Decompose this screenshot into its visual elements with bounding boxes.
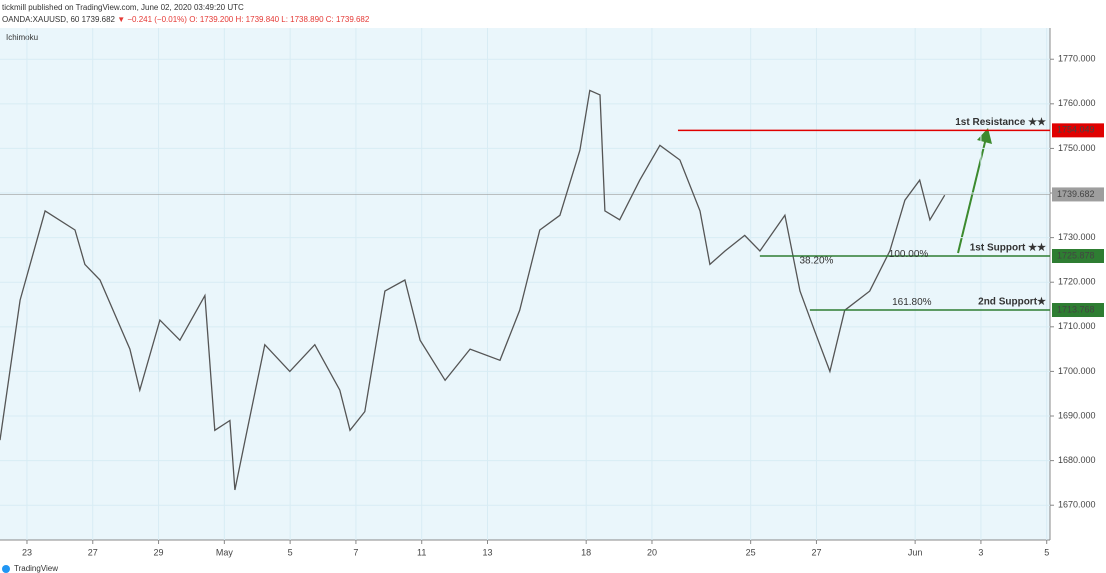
x-tick-label: 5 — [288, 547, 293, 557]
current-price-box — [1052, 187, 1104, 202]
y-tick-label: 1730.000 — [1058, 232, 1096, 242]
x-tick-label: 13 — [482, 547, 492, 557]
footer: TradingView — [14, 564, 58, 573]
plot-area — [0, 28, 1050, 540]
x-tick-label: 27 — [88, 547, 98, 557]
level-name: 1st Resistance ★★ — [955, 117, 1046, 128]
last: 1739.682 — [82, 15, 116, 24]
y-tick-label: 1690.000 — [1058, 410, 1096, 420]
price-line — [0, 89, 946, 491]
level-label: 1725.878 — [1057, 250, 1095, 260]
change: ▼ −0.241 (−0.01%) — [117, 15, 187, 24]
x-tick-label: 18 — [581, 547, 591, 557]
y-tick-label: 1670.000 — [1058, 500, 1096, 510]
symbol: OANDA:XAUUSD, 60 1739.682 ▼ −0.241 (−0.0… — [2, 15, 370, 24]
level-name: 2nd Support★ — [978, 297, 1046, 308]
indicator: Ichimoku — [6, 33, 38, 42]
x-tick-label: May — [216, 547, 234, 557]
x-tick-label: 23 — [22, 547, 32, 557]
x-tick-label: 29 — [154, 547, 164, 557]
fib-label: 100.00% — [889, 249, 929, 260]
level-label: 1713.768 — [1057, 304, 1095, 314]
x-tick-label: 20 — [647, 547, 657, 557]
y-tick-label: 1680.000 — [1058, 455, 1096, 465]
y-tick-label: 1720.000 — [1058, 277, 1096, 287]
current-price-label: 1739.682 — [1057, 189, 1095, 199]
level-label: 1754.049 — [1057, 125, 1095, 135]
x-tick-label: 11 — [417, 547, 426, 557]
x-tick-label: 5 — [1044, 547, 1049, 557]
x-tick-label: 25 — [746, 547, 756, 557]
level-name: 1st Support ★★ — [970, 243, 1046, 254]
x-tick-label: Jun — [908, 547, 923, 557]
fib-label: 38.20% — [799, 255, 833, 266]
level-box — [1052, 123, 1104, 138]
published: tickmill published on TradingView.com, J… — [2, 3, 244, 12]
symbol-name: OANDA:XAUUSD, 60 — [2, 15, 80, 24]
y-tick-label: 1750.000 — [1058, 143, 1096, 153]
y-tick-label: 1770.000 — [1058, 54, 1096, 64]
logo — [2, 565, 10, 573]
y-tick-label: 1760.000 — [1058, 98, 1096, 108]
level-box — [1052, 303, 1104, 318]
x-tick-label: 7 — [353, 547, 358, 557]
ohlc: O: 1739.200 H: 1739.840 L: 1738.890 C: 1… — [189, 15, 370, 24]
y-tick-label: 1700.000 — [1058, 366, 1096, 376]
fib-label: 161.80% — [892, 297, 932, 308]
x-tick-label: 3 — [978, 547, 983, 557]
level-box — [1052, 249, 1104, 264]
x-tick-label: 27 — [811, 547, 821, 557]
y-tick-label: 1710.000 — [1058, 321, 1096, 331]
